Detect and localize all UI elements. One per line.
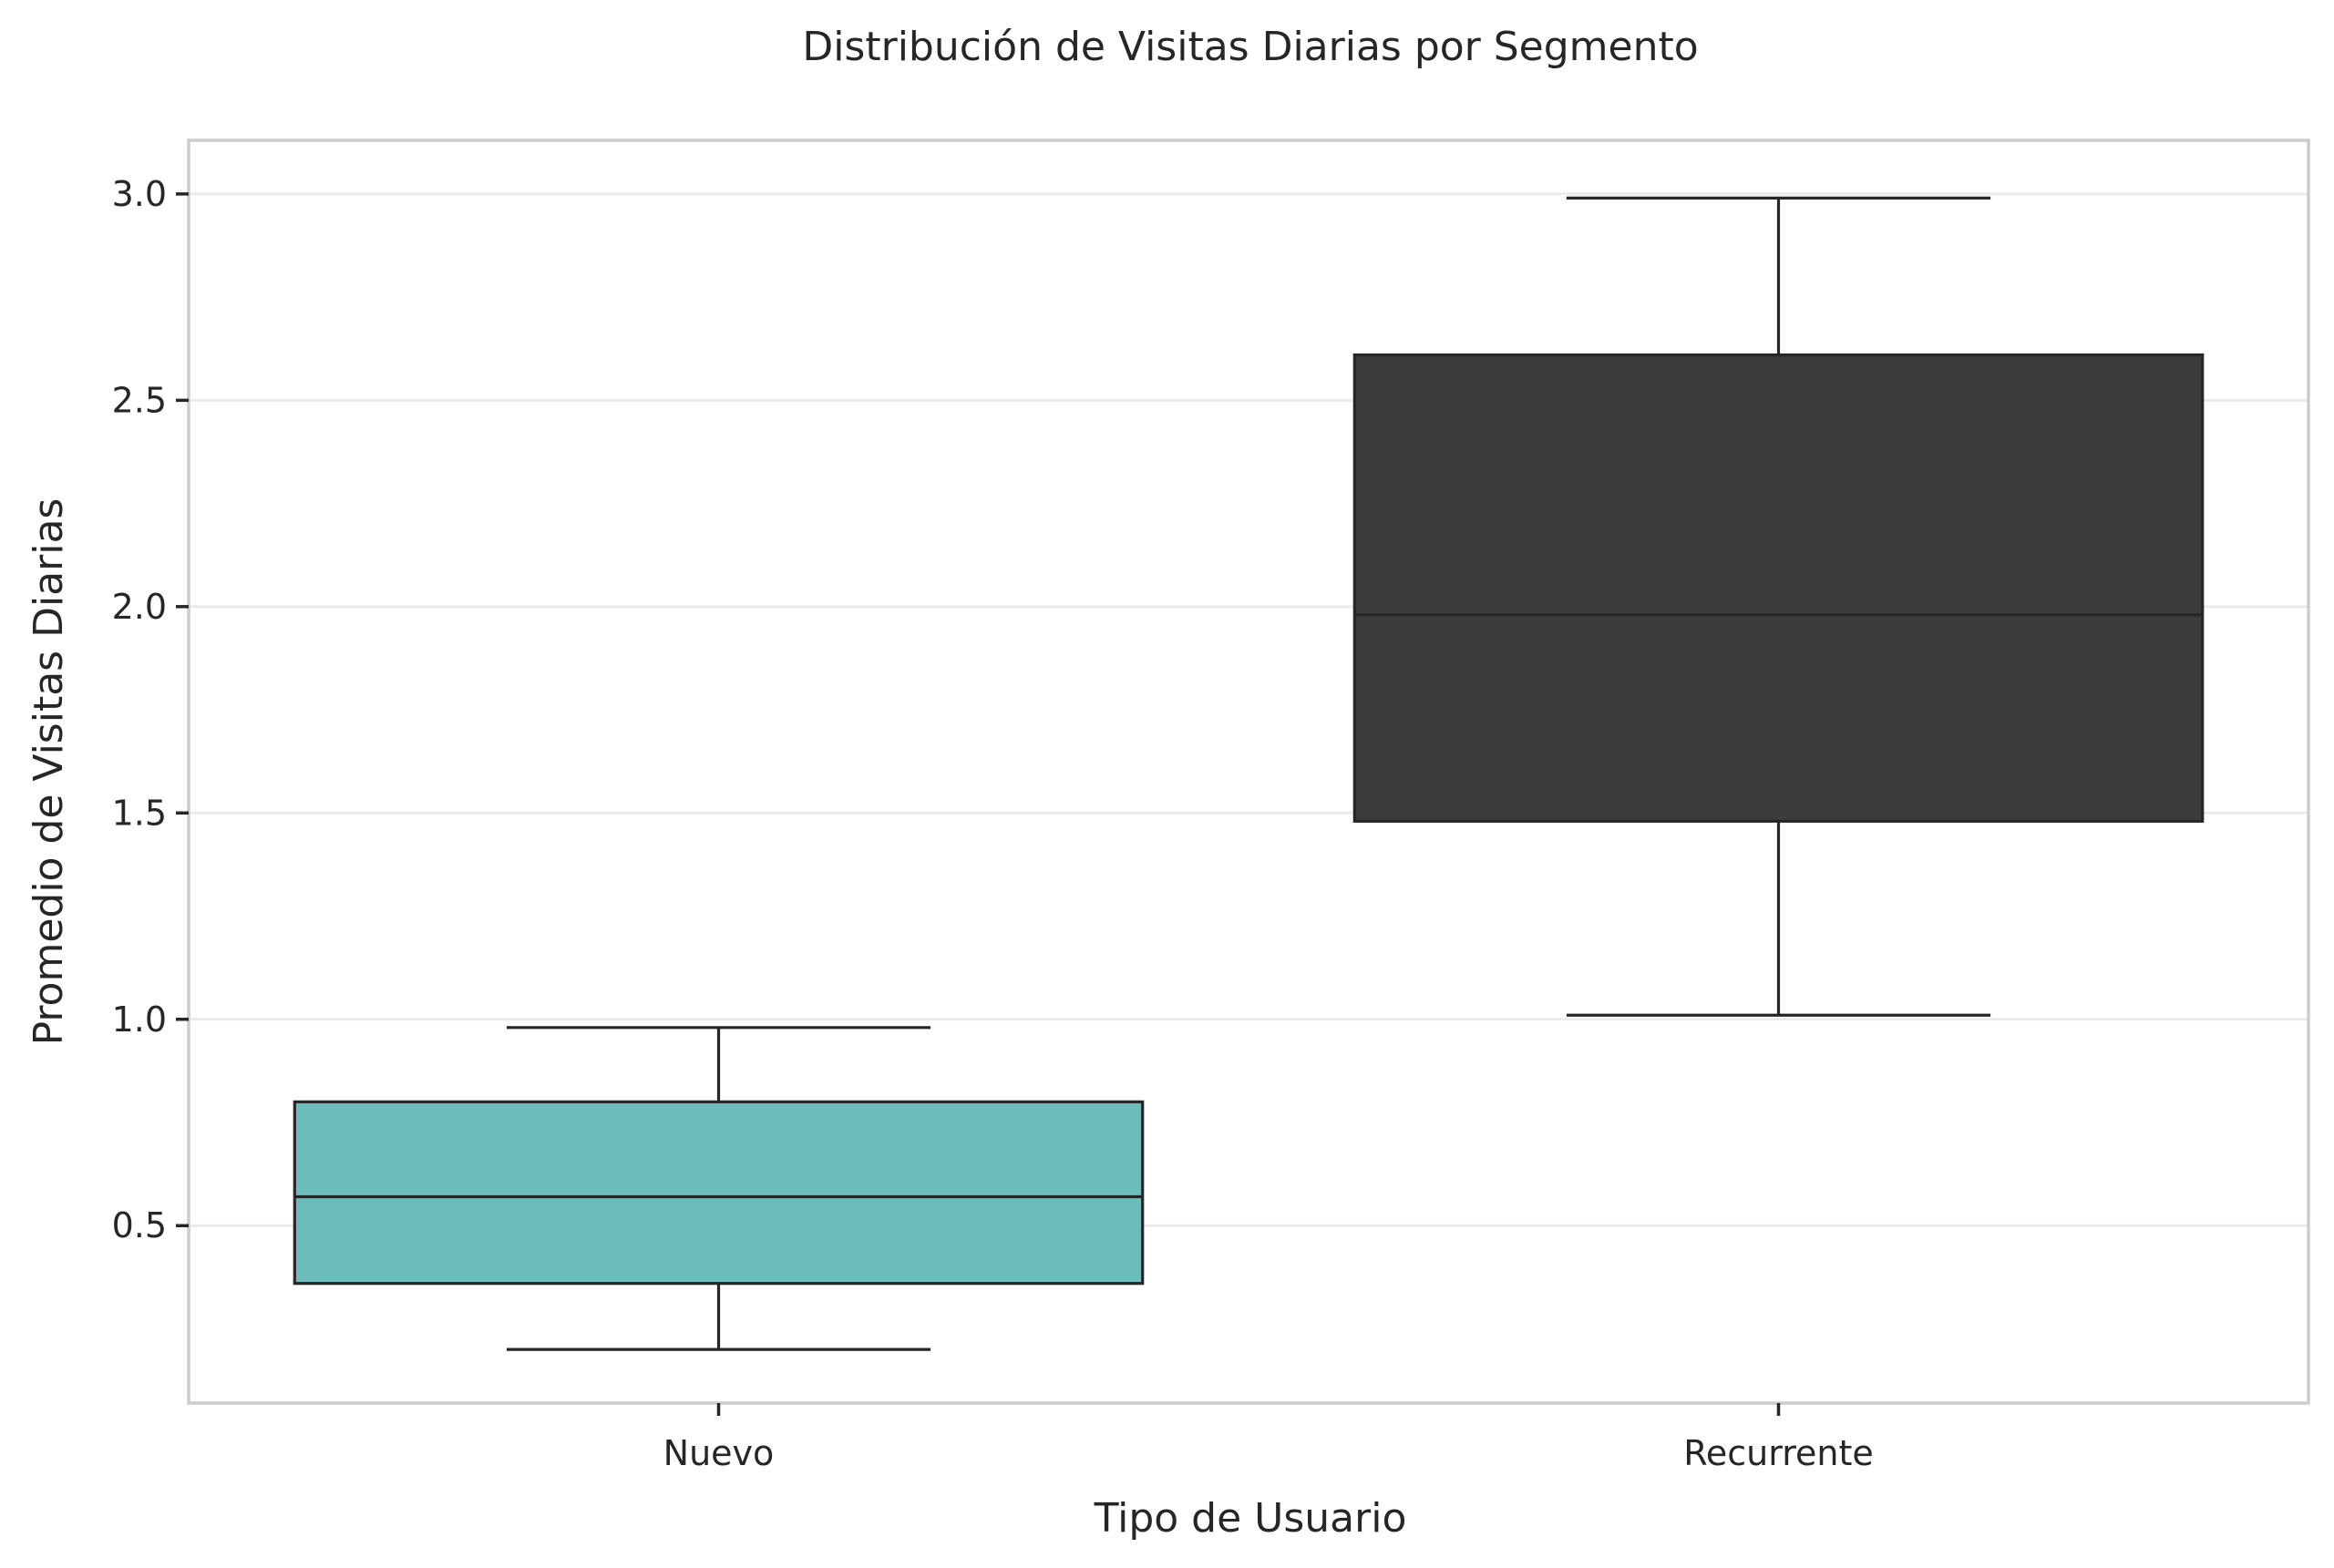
box-recurrente — [1352, 196, 2205, 1017]
y-tick-label: 0.5 — [112, 1205, 167, 1245]
iqr-box — [1352, 353, 2205, 823]
boxes — [293, 196, 2205, 1351]
x-tick-label: Nuevo — [663, 1433, 775, 1473]
y-tick-label: 3.0 — [112, 174, 167, 214]
x-tick-label: Recurrente — [1683, 1433, 1874, 1473]
y-axis-label: Promedio de Visitas Diarias — [26, 498, 72, 1046]
y-tick-label: 2.0 — [112, 587, 167, 627]
y-axis-ticks: 0.5 1.0 1.5 2.0 2.5 3.0 — [112, 174, 189, 1245]
chart-title: Distribución de Visitas Diarias por Segm… — [802, 24, 1698, 70]
y-tick-label: 1.0 — [112, 999, 167, 1040]
box-nuevo — [293, 1026, 1145, 1351]
grid — [189, 192, 2308, 1227]
x-axis-label: Tipo de Usuario — [1094, 1495, 1407, 1542]
plot-frame — [187, 138, 2310, 1405]
y-tick-label: 2.5 — [112, 380, 167, 420]
y-tick-label: 1.5 — [112, 793, 167, 833]
iqr-box — [293, 1100, 1145, 1286]
x-axis-ticks: Nuevo Recurrente — [663, 1403, 1874, 1473]
